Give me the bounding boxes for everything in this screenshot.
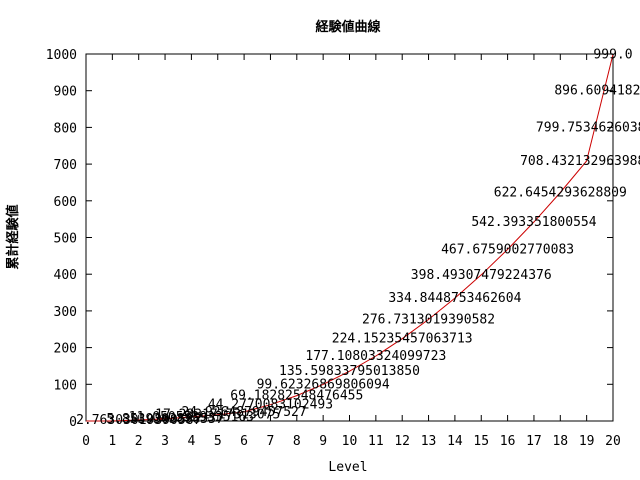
data-label: 398.49307479224376	[411, 268, 552, 283]
x-tick-label: 4	[187, 434, 195, 449]
x-tick-label: 20	[605, 434, 621, 449]
data-label: 44.2770083102493	[208, 398, 333, 413]
x-tick-label: 3	[161, 434, 169, 449]
y-tick-label: 800	[54, 121, 77, 136]
y-tick-label: 900	[54, 85, 77, 100]
x-tick-label: 0	[82, 434, 90, 449]
data-label: 177.10803324099723	[305, 349, 446, 364]
chart-title: 経験値曲線	[315, 19, 381, 35]
x-tick-label: 6	[240, 434, 248, 449]
data-label: 2.76303019390587	[76, 413, 201, 428]
x-tick-label: 10	[342, 434, 358, 449]
data-label: 99.62326869806094	[257, 377, 390, 392]
x-tick-label: 14	[447, 434, 463, 449]
x-axis-ticks: 0 1 2 3 4 5 6 7 8 9 10 11 12 13 14 15 16 17 18 19 20	[82, 54, 621, 449]
data-label: 622.6454293628809	[494, 185, 627, 200]
data-label: 276.7313019390582	[362, 312, 495, 327]
data-label: 69.18282548476455	[230, 389, 363, 404]
y-tick-label: 400	[54, 268, 77, 283]
x-tick-label: 1	[108, 434, 116, 449]
x-tick-label: 2	[135, 434, 143, 449]
x-tick-label: 12	[394, 434, 410, 449]
data-label: 708.4321329639889	[520, 154, 640, 169]
x-tick-label: 13	[421, 434, 437, 449]
data-label: 999.0	[593, 47, 632, 62]
y-tick-label: 200	[54, 342, 77, 357]
data-label: 224.15235457063713	[332, 332, 473, 347]
y-tick-label: 100	[54, 378, 77, 393]
x-tick-label: 19	[579, 434, 595, 449]
y-tick-label: 1000	[46, 48, 77, 63]
data-label: 542.393351800554	[471, 215, 596, 230]
y-tick-label: 700	[54, 158, 77, 173]
x-tick-label: 8	[293, 434, 301, 449]
data-labels: 2.763030193905875.853930389655711.050553…	[76, 47, 640, 428]
y-axis-label: 累計経験値	[5, 204, 21, 269]
y-axis-ticks: 0 100 200 300 400 500 600 700 800 900 1000	[46, 48, 613, 430]
data-label: 799.7534626038781	[536, 120, 640, 135]
y-tick-label: 600	[54, 195, 77, 210]
data-label: 467.6759002770083	[441, 242, 574, 257]
data-label: 5.8539303896557	[106, 412, 223, 427]
data-label: 896.6094182825485	[554, 84, 640, 99]
data-label: 334.8448753462604	[388, 291, 521, 306]
y-tick-label: 500	[54, 232, 77, 247]
x-tick-label: 11	[368, 434, 384, 449]
x-tick-label: 15	[473, 434, 489, 449]
x-tick-label: 5	[214, 434, 222, 449]
y-tick-label: 0	[69, 415, 77, 430]
data-label: 11.0505539335163	[129, 410, 254, 425]
data-label: 17.2831717313075	[155, 408, 280, 423]
x-tick-label: 7	[267, 434, 275, 449]
x-tick-label: 17	[526, 434, 542, 449]
data-label: 24.9264879457527	[181, 405, 306, 420]
x-tick-label: 18	[552, 434, 568, 449]
series-line	[86, 54, 614, 422]
x-tick-label: 16	[500, 434, 516, 449]
x-axis-label: Level	[328, 460, 367, 475]
data-label: 135.59833795013850	[279, 364, 420, 379]
y-tick-label: 300	[54, 305, 77, 320]
x-tick-label: 9	[319, 434, 327, 449]
